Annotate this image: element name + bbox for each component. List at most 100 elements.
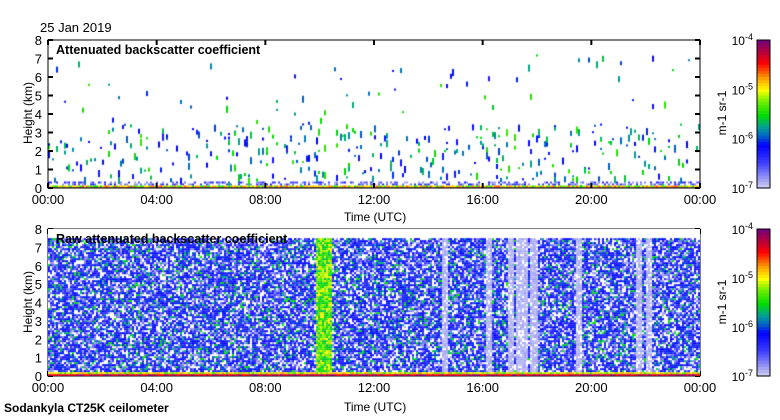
colorbar-cell <box>757 123 770 127</box>
y-tick-label: 6 <box>35 70 42 85</box>
colorbar-cell <box>757 166 770 171</box>
colorbar-cell <box>757 339 770 343</box>
colorbar-cell <box>757 274 770 279</box>
x-tick-label: 16:00 <box>466 380 499 395</box>
colorbar-cell <box>757 61 770 66</box>
colorbar-cell <box>757 360 770 365</box>
x-tick-label: 08:00 <box>249 380 282 395</box>
colorbar-cell <box>757 117 770 121</box>
x-tick-label: 00:00 <box>684 380 717 395</box>
colorbar-cell <box>757 354 770 359</box>
y-tick-label: 4 <box>35 296 42 311</box>
colorbar-label: m-1 sr-1 <box>715 90 729 136</box>
x-tick-label: 20:00 <box>575 192 608 207</box>
colorbar-cell <box>757 268 770 273</box>
colorbar-cell <box>757 342 770 346</box>
x-tick-label: 12:00 <box>358 192 391 207</box>
colorbar-cell <box>757 330 770 334</box>
colorbar-cell <box>757 98 770 103</box>
colorbar-cell <box>757 229 770 233</box>
x-tick-label: 00:00 <box>32 380 65 395</box>
colorbar-tick-label: 10-4 <box>732 32 753 48</box>
colorbar-cell <box>757 336 770 340</box>
y-tick-label: 6 <box>35 259 42 274</box>
colorbar-cell <box>757 253 770 258</box>
colorbar-cell <box>757 138 770 143</box>
y-tick-label: 8 <box>35 222 42 237</box>
colorbar-cell <box>757 265 770 270</box>
y-tick-label: 2 <box>35 332 42 347</box>
colorbar-cell <box>757 169 770 174</box>
colorbar-cell <box>757 46 770 50</box>
x-axis-label: Time (UTC) <box>344 400 407 414</box>
colorbar-cell <box>757 351 770 356</box>
x-tick-label: 20:00 <box>575 380 608 395</box>
colorbar-cell <box>757 327 770 331</box>
colorbar-frame <box>756 228 771 377</box>
colorbar-cell <box>757 120 770 124</box>
colorbar-cell <box>757 250 770 255</box>
x-axis-label: Time (UTC) <box>344 210 407 224</box>
colorbar-cell <box>757 247 770 252</box>
colorbar-cell <box>757 314 770 319</box>
colorbar-cell <box>757 232 770 236</box>
colorbar-cell <box>757 296 770 301</box>
y-tick-label: 2 <box>35 144 42 159</box>
colorbar-cell <box>757 163 770 168</box>
colorbar-cell <box>757 357 770 362</box>
backscatter-heatmap <box>48 40 700 188</box>
colorbar-cell <box>757 348 770 353</box>
colorbar-cell <box>757 160 770 164</box>
x-tick-label: 04:00 <box>140 380 173 395</box>
panel-title: Raw attenuated backscatter coefficient <box>56 232 288 246</box>
colorbar-cell <box>757 302 770 307</box>
colorbar-cell <box>757 333 770 337</box>
colorbar-cell <box>757 67 770 72</box>
y-tick-label: 0 <box>35 181 42 196</box>
colorbar-cell <box>757 308 770 313</box>
y-tick-label: 5 <box>35 277 42 292</box>
colorbar-tick-label: 10-5 <box>732 81 753 97</box>
y-axis-label: Height (km) <box>21 82 35 145</box>
colorbar-cell <box>757 52 770 57</box>
colorbar-cell <box>757 141 770 146</box>
colorbar-cell <box>757 154 770 158</box>
colorbar-cell <box>757 281 770 285</box>
colorbar-cell <box>757 70 770 75</box>
colorbar-cell <box>757 241 770 245</box>
colorbar-cell <box>757 238 770 242</box>
colorbar-cell <box>757 144 770 149</box>
y-tick-label: 3 <box>35 314 42 329</box>
colorbar-cell <box>757 126 770 131</box>
colorbar-cell <box>757 92 770 97</box>
colorbar-cell <box>757 323 770 328</box>
y-tick-label: 0 <box>35 369 42 384</box>
colorbar-cell <box>757 101 770 106</box>
colorbar-cell <box>757 284 770 288</box>
x-tick-label: 04:00 <box>140 192 173 207</box>
colorbar-cell <box>757 80 770 84</box>
colorbar-cell <box>757 110 770 115</box>
colorbar-cell <box>757 256 770 261</box>
colorbar-label: m-1 sr-1 <box>715 279 729 325</box>
colorbar-cell <box>757 40 770 44</box>
y-tick-label: 8 <box>35 33 42 48</box>
colorbar-cell <box>757 104 770 109</box>
colorbar-cell <box>757 184 770 189</box>
date-label: 25 Jan 2019 <box>40 20 112 35</box>
colorbar-cell <box>757 175 770 180</box>
colorbar-cell <box>757 107 770 112</box>
colorbar-cell <box>757 259 770 264</box>
colorbar-cell <box>757 287 770 291</box>
colorbar-cell <box>757 235 770 239</box>
colorbar-cell <box>757 157 770 161</box>
colorbar-cell <box>757 64 770 69</box>
colorbar-cell <box>757 293 770 297</box>
colorbar-cell <box>757 345 770 350</box>
colorbar-cell <box>757 86 770 90</box>
colorbar-cell <box>757 89 770 94</box>
colorbar-frame <box>756 39 771 189</box>
y-tick-label: 3 <box>35 126 42 141</box>
y-tick-label: 1 <box>35 163 42 178</box>
